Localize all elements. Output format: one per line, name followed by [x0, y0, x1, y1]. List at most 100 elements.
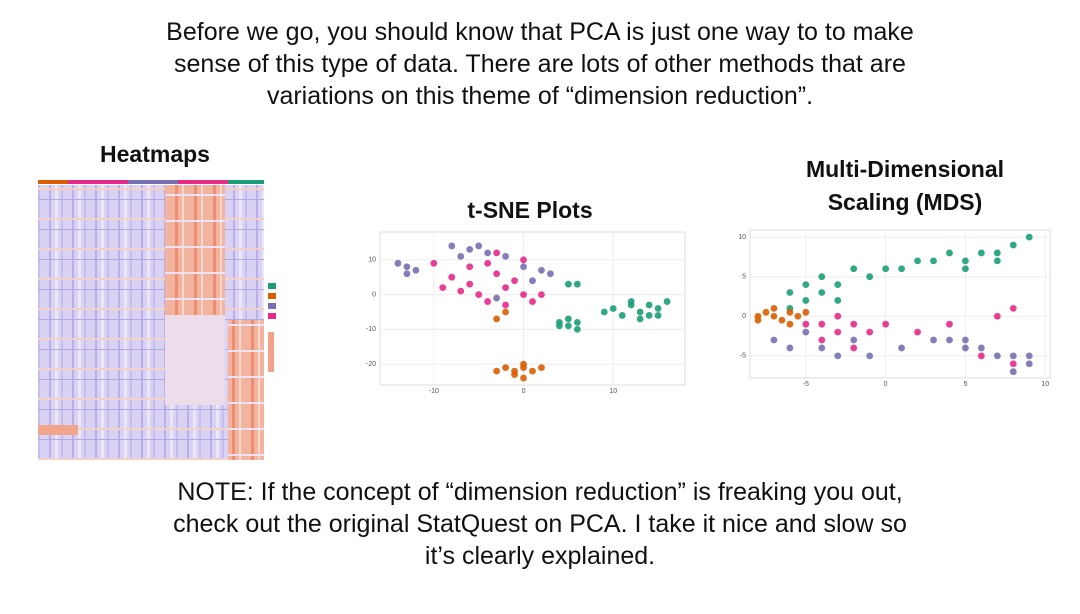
point [573, 325, 581, 333]
point [493, 249, 501, 257]
point [484, 259, 492, 267]
point [564, 322, 572, 330]
x-tick-label: 10 [1041, 381, 1049, 388]
point [529, 277, 536, 285]
point [977, 344, 985, 352]
point [520, 256, 527, 264]
tsne-title: t-SNE Plots [467, 197, 593, 223]
point [457, 287, 465, 295]
point [962, 336, 969, 344]
point [529, 367, 536, 375]
point [466, 280, 474, 288]
point [600, 308, 608, 316]
point [930, 336, 937, 344]
point [762, 308, 770, 316]
point [898, 265, 905, 273]
y-tick-label: 0 [372, 291, 376, 298]
point [511, 277, 518, 285]
point [493, 270, 501, 278]
point [993, 312, 1001, 320]
point [547, 270, 554, 278]
point [403, 263, 411, 271]
point [1009, 352, 1017, 360]
point [654, 312, 662, 319]
point [636, 315, 644, 323]
point [1025, 233, 1033, 241]
point [538, 291, 545, 298]
point [520, 374, 527, 382]
point [564, 280, 572, 288]
tsne-panel [379, 231, 686, 386]
point [502, 252, 509, 260]
point [977, 352, 985, 360]
point [493, 367, 501, 375]
point [645, 301, 653, 309]
point [770, 336, 778, 344]
point [866, 328, 874, 336]
point [520, 263, 527, 271]
intro-text: Before we go, you should know that PCA i… [0, 16, 1080, 112]
point [962, 265, 969, 273]
point [818, 289, 826, 296]
point [850, 344, 858, 352]
point [403, 270, 411, 278]
point [511, 371, 518, 378]
point [914, 257, 921, 265]
mds-title: Multi-Dimensional Scaling (MDS) [805, 156, 1005, 215]
point [556, 322, 563, 330]
point [627, 298, 635, 305]
y-tick-label: 10 [368, 257, 376, 264]
point [946, 320, 953, 328]
point [448, 273, 456, 281]
point [1025, 352, 1033, 360]
point [834, 312, 842, 320]
y-tick-label: 0 [742, 313, 746, 320]
point [866, 273, 874, 281]
point [914, 328, 921, 336]
point [520, 360, 527, 368]
point [564, 315, 572, 323]
point [493, 315, 501, 323]
point [529, 298, 536, 305]
note-text: NOTE: If the concept of “dimension reduc… [0, 476, 1080, 572]
intro-line: variations on this theme of “dimension r… [266, 82, 814, 110]
point [573, 319, 581, 326]
point [962, 344, 969, 352]
point [412, 266, 420, 274]
point [834, 328, 842, 336]
point [466, 245, 474, 253]
point [439, 284, 447, 292]
point [794, 312, 802, 320]
point [609, 305, 617, 312]
y-tick-label: 5 [742, 274, 746, 281]
x-tick-label: -5 [803, 381, 809, 388]
point [802, 328, 810, 336]
point [754, 316, 762, 324]
y-tick-label: 10 [738, 234, 746, 241]
point [618, 312, 626, 319]
point [573, 280, 581, 288]
heatmap [38, 180, 276, 460]
point [538, 364, 545, 372]
point [1009, 360, 1017, 368]
point [1009, 241, 1017, 249]
point [962, 257, 969, 265]
point [802, 297, 810, 304]
point [502, 364, 509, 372]
point [977, 249, 985, 257]
point [475, 291, 483, 298]
heatmap-title: Heatmaps [100, 141, 210, 167]
point [818, 336, 826, 344]
note-line: it’s clearly explained. [424, 542, 656, 570]
point [818, 320, 826, 328]
point [882, 320, 890, 328]
point [502, 308, 509, 316]
point [946, 336, 953, 344]
note-line: check out the original StatQuest on PCA.… [173, 510, 907, 538]
note-line: NOTE: If the concept of “dimension reduc… [177, 478, 903, 506]
point [882, 265, 890, 273]
point [802, 320, 810, 328]
point [818, 344, 826, 352]
